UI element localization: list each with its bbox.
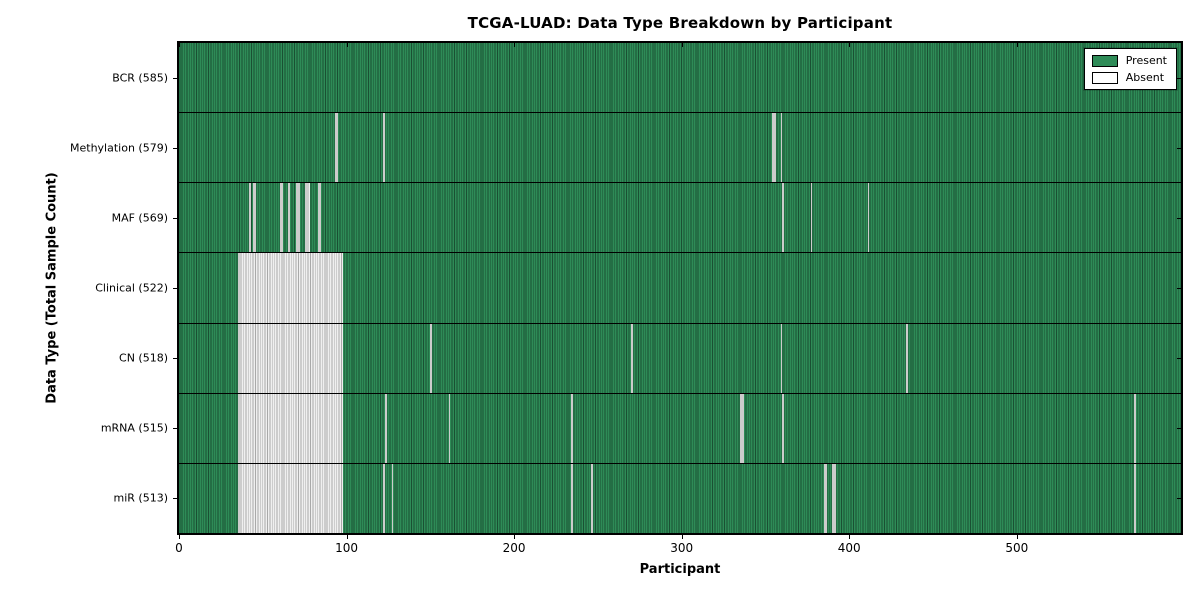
absent-stripe bbox=[296, 183, 300, 253]
absent-stripe bbox=[740, 393, 744, 463]
absent-stripe bbox=[591, 463, 593, 533]
legend-item-absent: Absent bbox=[1091, 71, 1167, 84]
absent-stripe bbox=[832, 463, 836, 533]
x-tick-mark bbox=[681, 535, 683, 539]
absent-stripe bbox=[287, 183, 290, 253]
y-tick-mark-right bbox=[1177, 428, 1181, 429]
y-tick-label: miR (513) bbox=[113, 491, 169, 505]
absent-stripe bbox=[252, 183, 257, 253]
y-tick-mark bbox=[173, 498, 177, 499]
absent-stripe bbox=[383, 463, 386, 533]
x-tick-label: 100 bbox=[335, 541, 358, 555]
y-tick-mark-right bbox=[1177, 358, 1181, 359]
legend-swatch-present bbox=[1091, 54, 1118, 67]
y-tick-mark-right bbox=[1177, 288, 1181, 289]
matrix-row-clinical bbox=[179, 252, 1181, 323]
y-tick-mark bbox=[173, 148, 177, 149]
y-tick-mark-right bbox=[1177, 78, 1181, 79]
y-tick-mark bbox=[173, 288, 177, 289]
absent-stripe bbox=[810, 183, 813, 253]
absent-stripe bbox=[772, 113, 776, 183]
matrix-row-bcr bbox=[179, 43, 1181, 113]
x-tick-mark bbox=[1016, 535, 1018, 539]
absent-stripe bbox=[1134, 463, 1136, 533]
x-axis-label: Participant bbox=[639, 562, 721, 577]
absent-stripe bbox=[906, 323, 908, 393]
x-tick-label: 300 bbox=[670, 541, 694, 555]
absent-stripe bbox=[383, 113, 386, 183]
matrix-row-methylation bbox=[179, 112, 1181, 183]
absent-stripe bbox=[571, 393, 573, 463]
x-tick-label: 400 bbox=[837, 541, 861, 555]
absent-stripe bbox=[385, 393, 387, 463]
absent-stripe bbox=[780, 323, 783, 393]
legend-swatch-absent bbox=[1091, 71, 1118, 84]
matrix-row-maf bbox=[179, 182, 1181, 253]
matrix-row-mir bbox=[179, 462, 1181, 533]
absent-stripe bbox=[304, 183, 310, 253]
x-tick-mark-top bbox=[514, 43, 516, 47]
absent-stripe bbox=[334, 113, 339, 183]
absent-stripe bbox=[571, 463, 573, 533]
absent-stripe bbox=[631, 323, 634, 393]
y-tick-mark-right bbox=[1177, 218, 1181, 219]
matrix-row-mrna bbox=[179, 392, 1181, 463]
absent-stripe bbox=[391, 463, 394, 533]
absent-stripe bbox=[782, 393, 784, 463]
absent-stripe bbox=[249, 183, 252, 253]
y-tick-label: Methylation (579) bbox=[70, 141, 168, 155]
y-tick-mark bbox=[173, 358, 177, 359]
y-tick-mark bbox=[173, 428, 177, 429]
x-tick-label: 0 bbox=[175, 541, 183, 555]
absent-stripe bbox=[279, 183, 283, 253]
legend-label-present: Present bbox=[1125, 54, 1167, 67]
chart-title: TCGA-LUAD: Data Type Breakdown by Partic… bbox=[467, 14, 893, 32]
x-tick-mark bbox=[346, 535, 348, 539]
plot-area: Present Absent bbox=[177, 41, 1183, 535]
x-tick-mark bbox=[514, 535, 516, 539]
x-tick-mark bbox=[179, 535, 180, 539]
y-tick-mark bbox=[173, 218, 177, 219]
x-tick-mark-top bbox=[179, 43, 180, 47]
absent-stripe bbox=[824, 463, 828, 533]
x-tick-mark bbox=[849, 535, 851, 539]
absent-stripe bbox=[1134, 393, 1136, 463]
absent-stripe bbox=[448, 393, 451, 463]
x-tick-label: 500 bbox=[1005, 541, 1029, 555]
y-tick-mark bbox=[173, 78, 177, 79]
x-tick-mark-top bbox=[1016, 43, 1018, 47]
y-tick-label: BCR (585) bbox=[112, 71, 168, 85]
absent-stripe bbox=[237, 393, 344, 463]
x-tick-label: 200 bbox=[502, 541, 526, 555]
y-tick-label: MAF (569) bbox=[111, 211, 168, 225]
x-tick-mark-top bbox=[849, 43, 851, 47]
legend-item-present: Present bbox=[1091, 54, 1167, 67]
absent-stripe bbox=[780, 113, 783, 183]
absent-stripe bbox=[237, 323, 344, 393]
matrix-row-cn bbox=[179, 322, 1181, 393]
absent-stripe bbox=[237, 253, 344, 323]
y-tick-label: CN (518) bbox=[119, 351, 168, 365]
legend-label-absent: Absent bbox=[1125, 71, 1165, 84]
y-tick-label: Clinical (522) bbox=[95, 281, 168, 295]
absent-stripe bbox=[318, 183, 322, 253]
absent-stripe bbox=[782, 183, 784, 253]
y-tick-mark-right bbox=[1177, 498, 1181, 499]
absent-stripe bbox=[867, 183, 870, 253]
x-tick-mark-top bbox=[346, 43, 348, 47]
absent-stripe bbox=[237, 463, 344, 533]
absent-stripe bbox=[430, 323, 432, 393]
y-tick-mark-right bbox=[1177, 148, 1181, 149]
x-tick-mark-top bbox=[681, 43, 683, 47]
y-tick-label: mRNA (515) bbox=[100, 421, 168, 435]
legend: Present Absent bbox=[1083, 48, 1177, 90]
